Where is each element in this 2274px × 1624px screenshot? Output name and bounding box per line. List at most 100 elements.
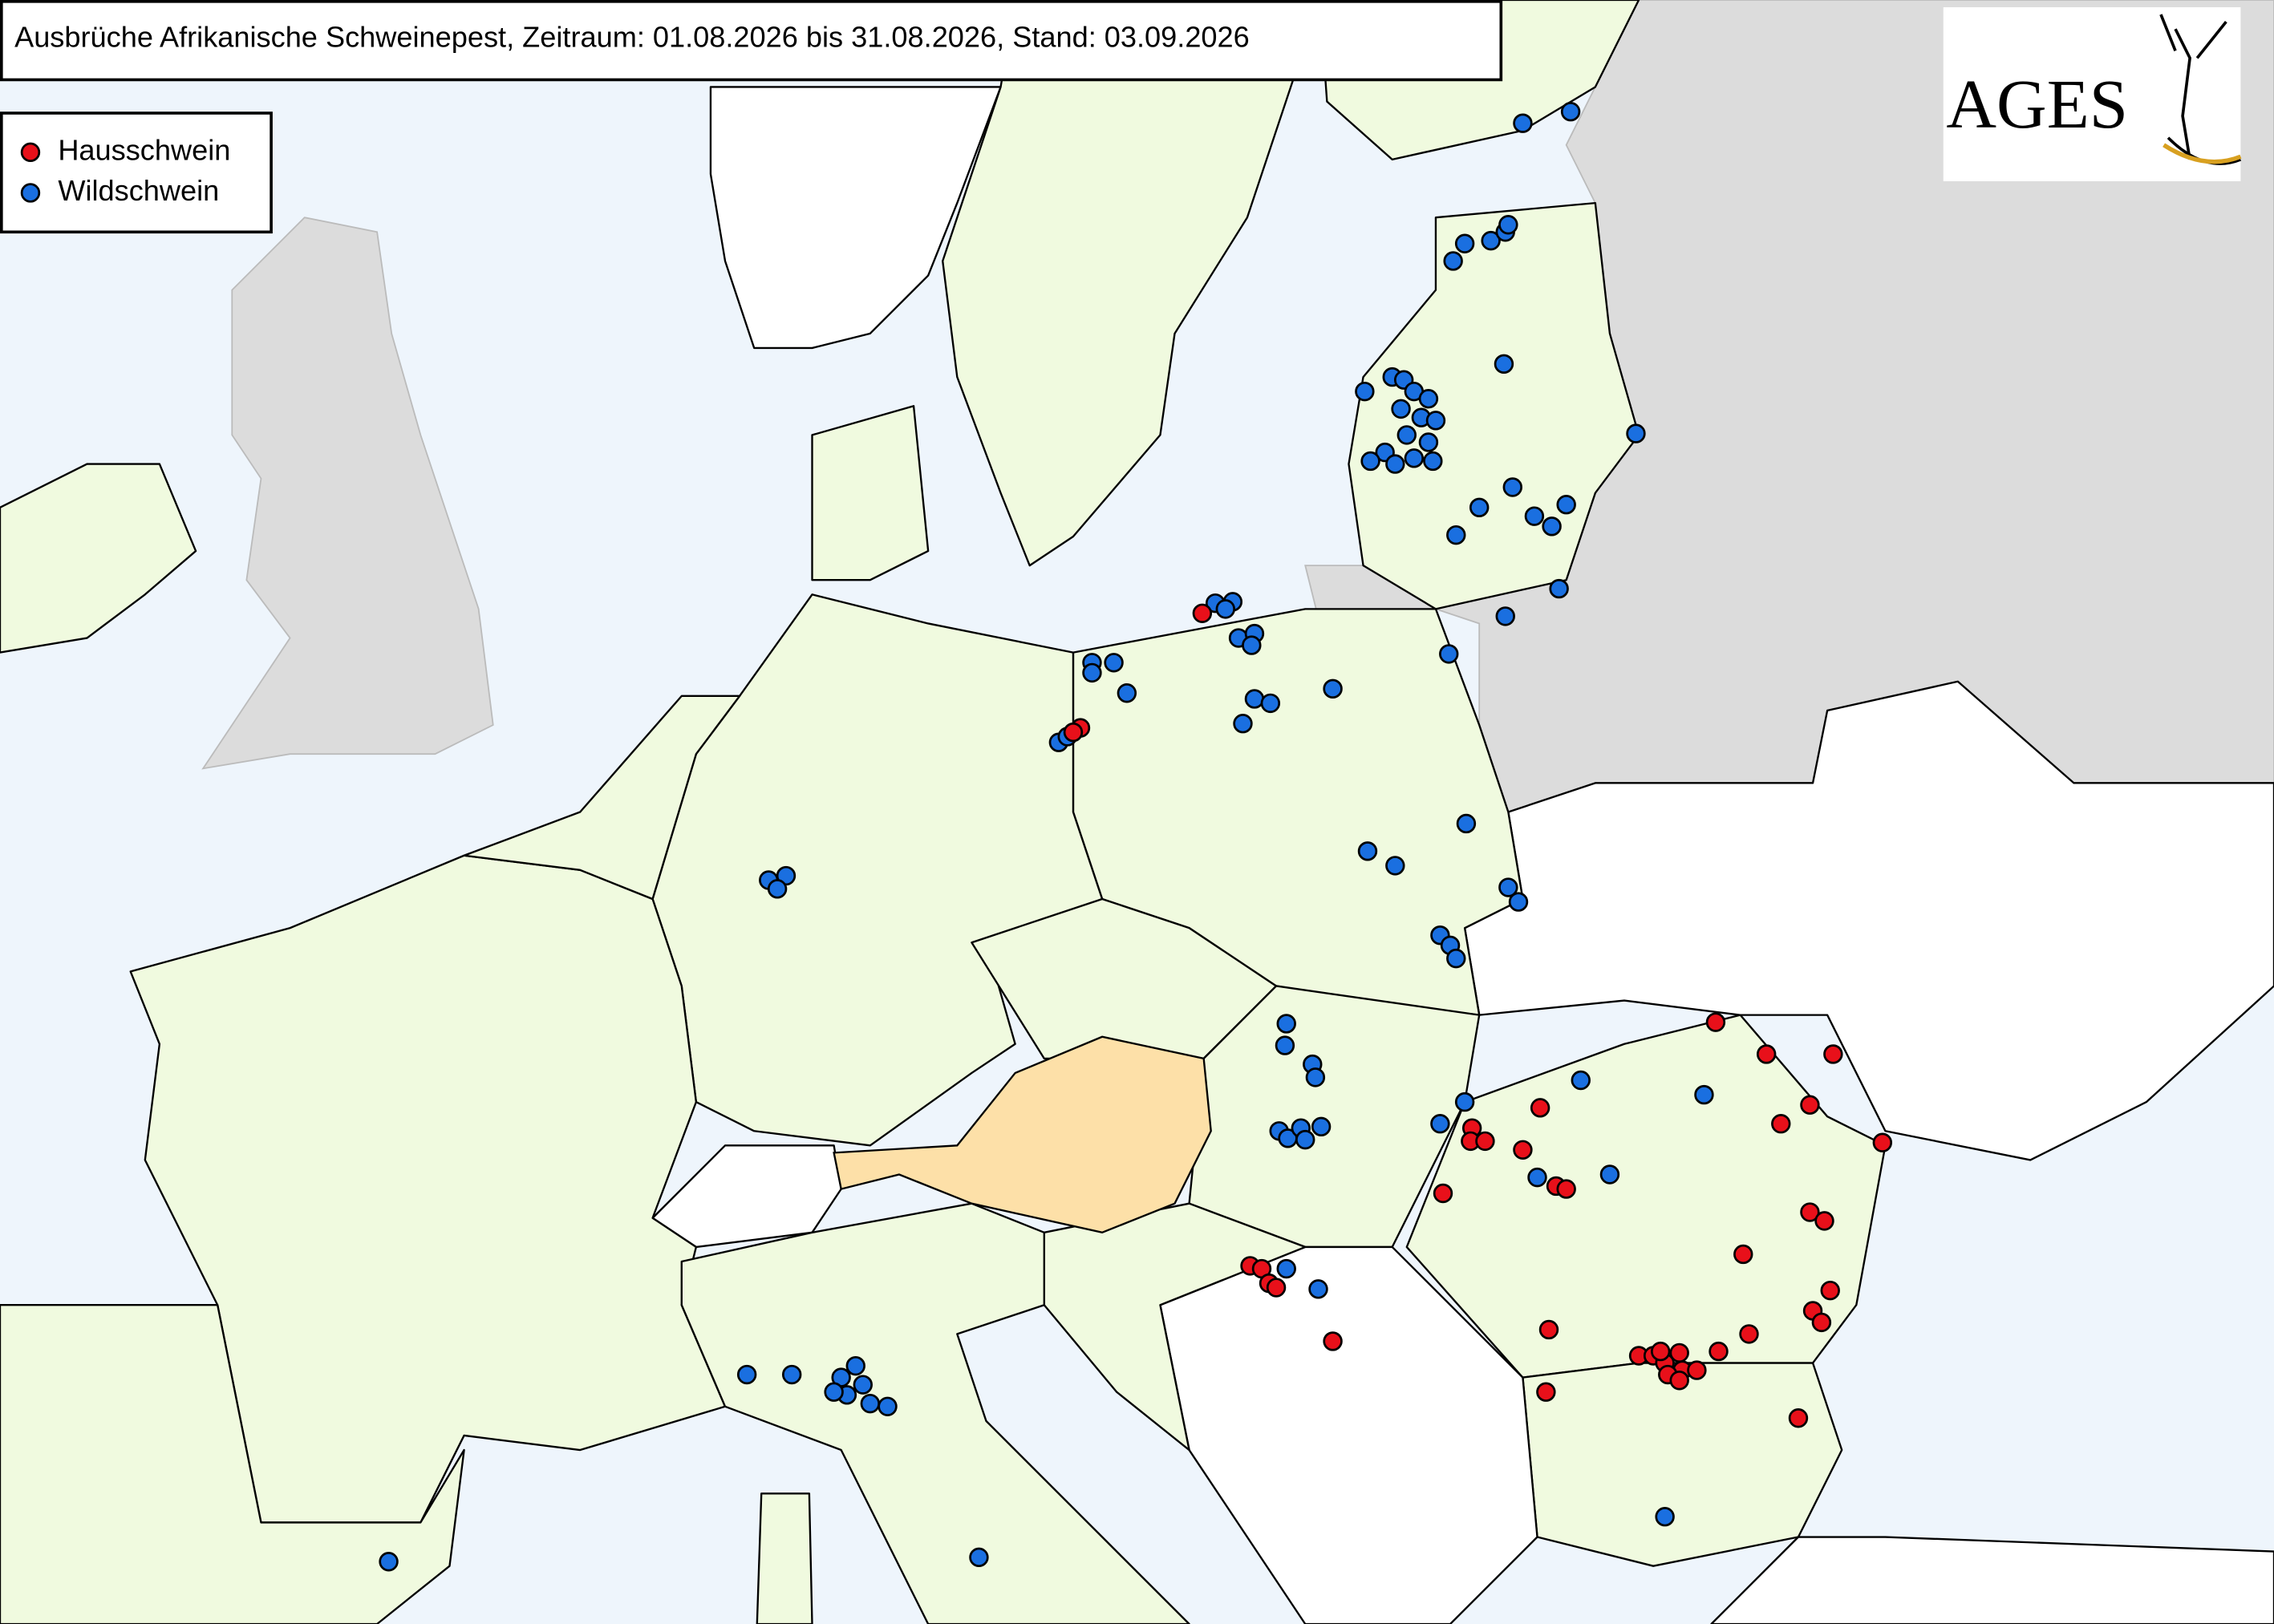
domestic-pig-outbreak (1771, 1114, 1791, 1134)
domestic-pig-outbreak (1556, 1179, 1576, 1199)
domestic-pig-outbreak (1687, 1360, 1707, 1380)
wild-boar-outbreak (1495, 606, 1515, 626)
wild-boar-outbreak (845, 1355, 865, 1376)
wild-boar-outbreak (1513, 113, 1533, 133)
wild-boar-outbreak (1418, 389, 1439, 409)
wild-boar-outbreak (1104, 653, 1124, 673)
domestic-pig-outbreak (1872, 1132, 1893, 1152)
domestic-pig-outbreak (1063, 722, 1084, 743)
wild-boar-outbreak (1571, 1070, 1591, 1091)
domestic-pig-outbreak (1800, 1095, 1820, 1115)
wild-boar-outbreak (1308, 1279, 1328, 1299)
wild-boar-outbreak (1355, 381, 1375, 402)
domestic-pig-outbreak (1800, 1202, 1820, 1222)
wild-boar-outbreak (1481, 230, 1501, 251)
spain (0, 1304, 465, 1624)
title: Ausbrüche Afrikanische Schweinepest, Zei… (14, 20, 1250, 53)
logo-box (1943, 7, 2241, 182)
domestic-pig-outbreak (1705, 1012, 1726, 1032)
wild-boar-outbreak (379, 1552, 399, 1572)
domestic-pig-outbreak (1823, 1044, 1843, 1064)
wild-boar-outbreak (1498, 215, 1518, 235)
wild-boar-outbreak (1527, 1167, 1547, 1188)
domestic-pig-outbreak (1739, 1324, 1759, 1344)
legend-label: Hausschwein (58, 133, 230, 166)
croatia-slovenia (1043, 1202, 1307, 1452)
domestic-pig-outbreak (1650, 1341, 1671, 1362)
domestic-pig-outbreak (1669, 1343, 1689, 1363)
wild-boar-outbreak (1357, 841, 1378, 861)
wild-boar-outbreak (1423, 451, 1443, 472)
wild-boar-outbreak (1385, 454, 1405, 474)
wild-boar-outbreak (1082, 662, 1102, 683)
domestic-pig-outbreak (1709, 1341, 1729, 1362)
wild-boar-outbreak (1508, 892, 1529, 912)
legend-marker (20, 142, 41, 163)
wild-boar-outbreak (1655, 1507, 1675, 1527)
domestic-pig-outbreak (1788, 1408, 1809, 1428)
logo-figure (2159, 14, 2242, 165)
wild-boar-outbreak (1233, 714, 1253, 734)
domestic-pig-outbreak (1820, 1280, 1840, 1301)
wild-boar-outbreak (1215, 599, 1235, 619)
wild-boar-outbreak (1396, 425, 1417, 445)
wild-boar-outbreak (1425, 411, 1446, 431)
wild-boar-outbreak (1443, 251, 1463, 271)
legend-box (0, 111, 273, 234)
legend-label: Wildschwein (58, 174, 219, 207)
wild-boar-outbreak (1560, 102, 1581, 122)
domestic-pig-outbreak (1811, 1312, 1832, 1333)
wild-boar-outbreak (1694, 1084, 1714, 1105)
wild-boar-outbreak (1599, 1164, 1620, 1185)
sardinia (756, 1492, 813, 1624)
wild-boar-outbreak (1311, 1116, 1332, 1137)
wild-boar-outbreak (1454, 233, 1475, 253)
wild-boar-outbreak (1244, 689, 1265, 709)
wild-boar-outbreak (1305, 1067, 1326, 1087)
denmark (811, 405, 930, 581)
wild-boar-outbreak (1456, 813, 1477, 834)
wild-boar-outbreak (1542, 516, 1562, 537)
wild-boar-outbreak (1276, 1014, 1296, 1034)
wild-boar-outbreak (781, 1364, 802, 1385)
wild-boar-outbreak (1242, 635, 1262, 655)
wild-boar-outbreak (1502, 477, 1522, 497)
wild-boar-outbreak (1498, 877, 1518, 897)
wild-boar-outbreak (1404, 448, 1425, 468)
wild-boar-outbreak (1494, 354, 1514, 375)
wild-boar-outbreak (1295, 1129, 1315, 1150)
wild-boar-outbreak (1323, 678, 1343, 699)
wild-boar-outbreak (1446, 948, 1466, 969)
wild-boar-outbreak (1556, 494, 1576, 515)
wild-boar-outbreak (1260, 693, 1281, 714)
wild-boar-outbreak (878, 1396, 898, 1416)
norway (709, 86, 1002, 350)
wild-boar-outbreak (1626, 423, 1646, 443)
wild-boar-outbreak (1360, 451, 1380, 472)
turkey (1710, 1536, 2274, 1624)
domestic-pig-outbreak (1530, 1098, 1550, 1118)
domestic-pig-outbreak (1323, 1331, 1343, 1351)
wild-boar-outbreak (969, 1547, 989, 1568)
wild-boar-outbreak (1385, 856, 1405, 876)
ireland (0, 463, 197, 654)
domestic-pig-outbreak (1538, 1319, 1559, 1340)
domestic-pig-outbreak (1192, 603, 1213, 624)
wild-boar-outbreak (1549, 578, 1569, 599)
wild-boar-outbreak (1454, 1091, 1475, 1112)
wild-boar-outbreak (860, 1393, 881, 1414)
domestic-pig-outbreak (1433, 1183, 1453, 1204)
logo-text: AGES (1946, 66, 2128, 143)
sweden (942, 0, 1321, 567)
wild-boar-outbreak (1276, 1258, 1296, 1279)
outbreaks (379, 102, 1893, 1572)
bulgaria (1522, 1362, 1843, 1567)
wild-boar-outbreak (1275, 1035, 1295, 1055)
romania (1405, 1014, 1887, 1379)
wild-boar-outbreak (1391, 399, 1411, 419)
uk (201, 217, 494, 770)
domestic-pig-outbreak (1733, 1244, 1753, 1265)
domestic-pig-outbreak (1475, 1131, 1495, 1152)
austria (833, 1035, 1212, 1234)
